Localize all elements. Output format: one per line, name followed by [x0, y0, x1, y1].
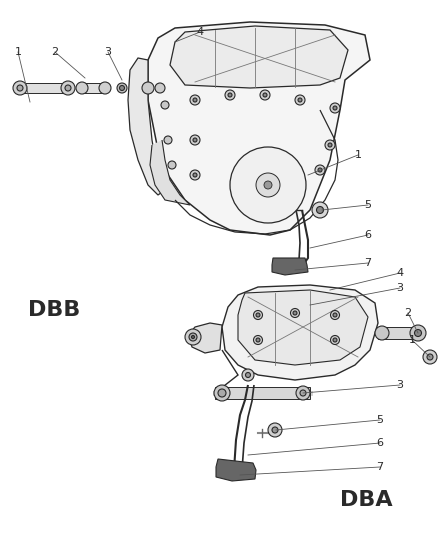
Text: 7: 7	[376, 462, 384, 472]
Circle shape	[268, 423, 282, 437]
Circle shape	[161, 101, 169, 109]
Text: 1: 1	[409, 335, 416, 345]
Circle shape	[120, 85, 124, 91]
Text: 6: 6	[377, 438, 384, 448]
Circle shape	[414, 329, 421, 336]
Circle shape	[254, 335, 262, 344]
Polygon shape	[128, 58, 165, 195]
Text: 3: 3	[396, 283, 403, 293]
Polygon shape	[216, 459, 256, 481]
Polygon shape	[222, 285, 378, 380]
Text: 2: 2	[51, 47, 59, 57]
Circle shape	[260, 90, 270, 100]
Polygon shape	[148, 22, 370, 235]
Circle shape	[298, 98, 302, 102]
Circle shape	[117, 83, 127, 93]
Circle shape	[325, 140, 335, 150]
Circle shape	[330, 103, 340, 113]
Circle shape	[410, 325, 426, 341]
Circle shape	[189, 333, 197, 341]
Circle shape	[164, 136, 172, 144]
Circle shape	[256, 313, 260, 317]
Text: DBA: DBA	[340, 490, 392, 510]
Circle shape	[331, 311, 339, 319]
Circle shape	[375, 326, 389, 340]
Circle shape	[228, 93, 232, 97]
Circle shape	[214, 385, 230, 401]
Circle shape	[155, 83, 165, 93]
Circle shape	[225, 90, 235, 100]
Circle shape	[193, 138, 197, 142]
Circle shape	[190, 135, 200, 145]
Circle shape	[256, 338, 260, 342]
Circle shape	[312, 202, 328, 218]
Circle shape	[230, 147, 306, 223]
Circle shape	[256, 173, 280, 197]
Text: 5: 5	[377, 415, 384, 425]
Circle shape	[317, 206, 324, 214]
Circle shape	[65, 85, 71, 91]
Circle shape	[423, 350, 437, 364]
Polygon shape	[170, 26, 348, 88]
Circle shape	[218, 389, 226, 397]
Text: 1: 1	[354, 150, 361, 160]
Circle shape	[242, 369, 254, 381]
Circle shape	[295, 95, 305, 105]
Circle shape	[254, 311, 262, 319]
Text: 3: 3	[396, 380, 403, 390]
Circle shape	[290, 309, 300, 318]
Circle shape	[333, 106, 337, 110]
Circle shape	[246, 373, 251, 377]
Text: 2: 2	[404, 308, 412, 318]
Circle shape	[76, 82, 88, 94]
Circle shape	[99, 82, 111, 94]
Circle shape	[272, 427, 278, 433]
Polygon shape	[20, 83, 70, 93]
Circle shape	[142, 82, 154, 94]
Polygon shape	[188, 323, 222, 353]
Circle shape	[190, 170, 200, 180]
Polygon shape	[150, 140, 190, 205]
Circle shape	[331, 335, 339, 344]
Circle shape	[168, 161, 176, 169]
Polygon shape	[272, 258, 308, 275]
Circle shape	[13, 81, 27, 95]
Circle shape	[296, 386, 310, 400]
Circle shape	[17, 85, 23, 91]
Polygon shape	[82, 83, 105, 93]
Text: 6: 6	[364, 230, 371, 240]
Circle shape	[318, 168, 322, 172]
Circle shape	[185, 329, 201, 345]
Text: 4: 4	[196, 27, 204, 37]
Text: 3: 3	[105, 47, 112, 57]
Circle shape	[190, 95, 200, 105]
Circle shape	[315, 165, 325, 175]
Text: DBB: DBB	[28, 300, 81, 320]
Circle shape	[293, 311, 297, 315]
Circle shape	[193, 173, 197, 177]
Circle shape	[191, 335, 194, 338]
Polygon shape	[378, 327, 420, 339]
Circle shape	[61, 81, 75, 95]
Circle shape	[300, 390, 306, 396]
Circle shape	[333, 338, 337, 342]
Text: 4: 4	[396, 268, 403, 278]
Polygon shape	[215, 387, 310, 399]
Circle shape	[427, 354, 433, 360]
Circle shape	[263, 93, 267, 97]
Text: 5: 5	[364, 200, 371, 210]
Circle shape	[333, 313, 337, 317]
Circle shape	[193, 98, 197, 102]
Circle shape	[328, 143, 332, 147]
Polygon shape	[238, 290, 368, 365]
Circle shape	[264, 181, 272, 189]
Text: 7: 7	[364, 258, 371, 268]
Text: 1: 1	[14, 47, 21, 57]
